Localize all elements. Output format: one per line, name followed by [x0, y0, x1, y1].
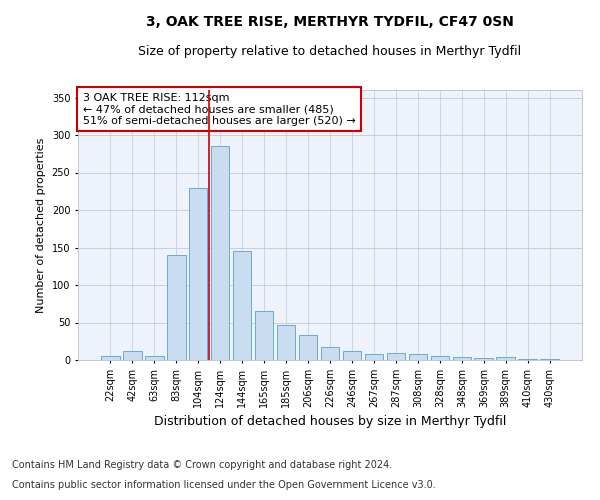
- Bar: [255, 311, 274, 360]
- Bar: [167, 255, 185, 360]
- Bar: [189, 188, 208, 360]
- Bar: [123, 351, 142, 360]
- Bar: [541, 358, 559, 360]
- Y-axis label: Number of detached properties: Number of detached properties: [36, 138, 46, 312]
- Bar: [233, 251, 251, 360]
- Bar: [452, 357, 471, 360]
- Bar: [101, 356, 119, 360]
- Text: Size of property relative to detached houses in Merthyr Tydfil: Size of property relative to detached ho…: [139, 45, 521, 58]
- Bar: [320, 347, 340, 360]
- Text: 3 OAK TREE RISE: 112sqm
← 47% of detached houses are smaller (485)
51% of semi-d: 3 OAK TREE RISE: 112sqm ← 47% of detache…: [83, 92, 356, 126]
- Bar: [431, 356, 449, 360]
- Text: Contains public sector information licensed under the Open Government Licence v3: Contains public sector information licen…: [12, 480, 436, 490]
- Bar: [386, 352, 405, 360]
- Bar: [145, 356, 164, 360]
- Bar: [277, 325, 295, 360]
- Bar: [365, 354, 383, 360]
- Bar: [343, 351, 361, 360]
- Bar: [496, 357, 515, 360]
- Bar: [409, 354, 427, 360]
- Bar: [299, 335, 317, 360]
- Text: Contains HM Land Registry data © Crown copyright and database right 2024.: Contains HM Land Registry data © Crown c…: [12, 460, 392, 470]
- Text: 3, OAK TREE RISE, MERTHYR TYDFIL, CF47 0SN: 3, OAK TREE RISE, MERTHYR TYDFIL, CF47 0…: [146, 15, 514, 29]
- X-axis label: Distribution of detached houses by size in Merthyr Tydfil: Distribution of detached houses by size …: [154, 416, 506, 428]
- Bar: [518, 358, 537, 360]
- Bar: [475, 358, 493, 360]
- Bar: [211, 146, 229, 360]
